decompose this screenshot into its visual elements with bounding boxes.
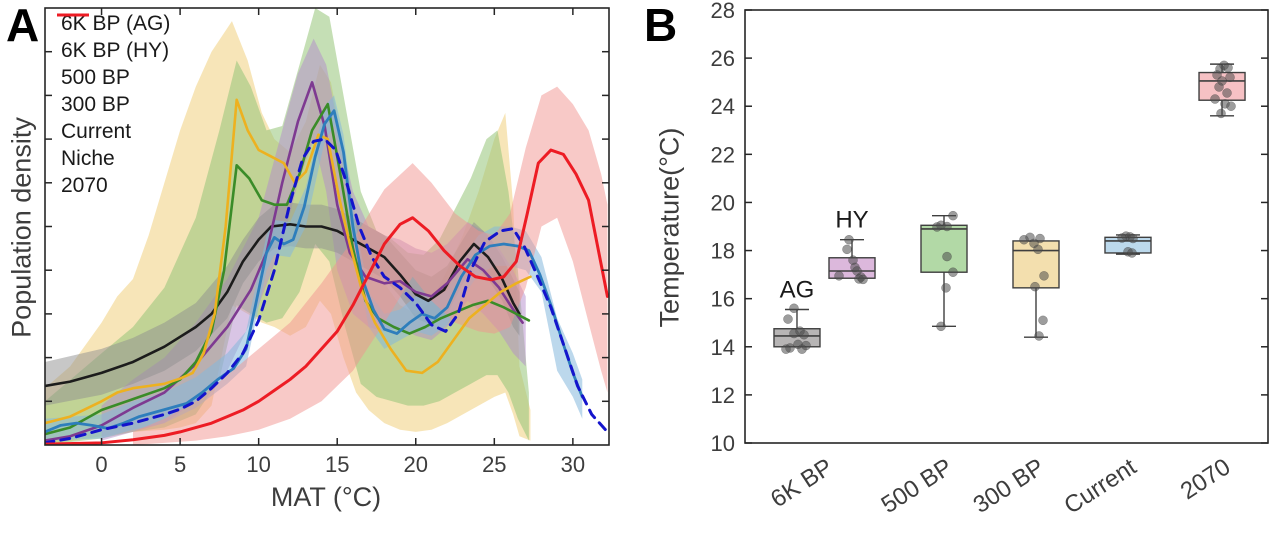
y-tick-label: 28 [711, 0, 735, 23]
data-point [844, 234, 854, 245]
data-point [948, 210, 958, 221]
data-point [783, 314, 793, 324]
legend-item-300-bp: 300 BP [56, 13, 170, 118]
x-axis-label-a: MAT (°C) [270, 482, 382, 512]
box-annotation-ag: AG [780, 276, 815, 303]
legend-label: Niche [61, 146, 115, 170]
y-tick-label: 10 [711, 431, 735, 456]
y-tick-label: 12 [711, 383, 735, 408]
boxplot-6k-bp-ag-: AG [773, 276, 821, 354]
data-point [842, 244, 852, 255]
data-point [1033, 244, 1043, 255]
panel-a-label: A [6, 0, 40, 51]
series-line-6k-bp-hy- [45, 80, 524, 442]
y-tick-label: 26 [711, 46, 735, 71]
x-tick-label: 15 [325, 452, 349, 477]
boxplot-2070 [1198, 60, 1246, 119]
band-2070-ci [132, 86, 608, 445]
data-point [1039, 271, 1049, 281]
x-tick-label: 20 [404, 452, 428, 477]
y-tick-label: 14 [711, 335, 735, 360]
boxplot-6k-bp-hy-: HY [828, 207, 876, 285]
data-point [834, 271, 844, 281]
data-point [1225, 72, 1235, 83]
data-point [858, 274, 868, 285]
plot-area-a [45, 8, 609, 445]
series-line-2070 [45, 148, 609, 445]
data-point [1226, 101, 1236, 111]
y-tick-label: 24 [711, 94, 735, 119]
data-point [1034, 331, 1044, 341]
boxplot-500-bp [920, 210, 968, 332]
data-point [1222, 88, 1232, 98]
data-point [1117, 233, 1127, 243]
panel-b-label: B [644, 0, 678, 51]
legend-label: Current [61, 119, 132, 143]
legend-item-2070: 2070 [56, 13, 170, 199]
series-line-niche [45, 137, 609, 445]
legend-label: 500 BP [61, 65, 130, 89]
y-tick-label: 20 [711, 190, 735, 215]
data-point [789, 328, 799, 339]
y-tick-label: 22 [711, 142, 735, 167]
temperature-boxplot-chart: 10 12 14 16 18 20 22 24 26 28 AG HY 6K BP 500 BP 300 B… [711, 0, 1269, 520]
data-point [1223, 62, 1233, 73]
legend-label: 6K BP (AG) [61, 11, 171, 35]
legend-item-niche: Niche [56, 13, 170, 172]
data-point [1128, 233, 1138, 244]
category-label: 500 BP [877, 453, 958, 519]
data-point [1019, 234, 1029, 245]
legend-label: 300 BP [61, 92, 130, 116]
data-point [1127, 248, 1137, 258]
legend-label: 2070 [61, 173, 108, 197]
box-annotation-hy: HY [835, 207, 868, 234]
data-point [797, 344, 807, 354]
panel-a: 0 5 10 15 20 25 30 A Population density MAT (°… [6, 0, 610, 512]
data-point [941, 283, 951, 293]
x-tick-label: 10 [246, 452, 270, 477]
series-line-6k-bp-ag- [45, 223, 521, 388]
boxplot-300-bp [1012, 232, 1060, 341]
boxplot-current [1104, 231, 1152, 258]
legend-line-swatch [57, 13, 89, 17]
data-point [1216, 108, 1226, 119]
data-point [932, 222, 942, 232]
x-tick-label: 25 [482, 452, 506, 477]
y-axis-label-b: Temperature(°C) [654, 127, 685, 328]
legend: 6K BP (AG) 6K BP (HY) 500 BP 300 BP Current N… [56, 10, 170, 199]
category-label: 300 BP [969, 453, 1050, 519]
data-point [1214, 82, 1224, 92]
y-axis-label-a: Population density [6, 117, 37, 338]
category-label: 2070 [1176, 453, 1235, 505]
category-label: 6K BP [766, 453, 838, 513]
data-point [942, 251, 952, 262]
data-point [781, 344, 791, 354]
data-point [799, 330, 809, 340]
legend-item-6k-bp-hy-: 6K BP (HY) [56, 13, 170, 64]
legend-item-current: Current [56, 13, 170, 145]
legend-item-500-bp: 500 BP [56, 13, 170, 91]
data-point [1038, 315, 1048, 326]
legend-label: 6K BP (HY) [61, 38, 170, 62]
y-tick-label: 16 [711, 287, 735, 312]
axes-box-b [744, 9, 1269, 444]
data-point [948, 267, 958, 277]
data-point [789, 303, 799, 314]
data-point [1210, 94, 1220, 104]
x-tick-label: 30 [561, 452, 585, 477]
box [920, 224, 968, 273]
series-line-current [45, 109, 584, 434]
population-density-line-chart: 0 5 10 15 20 25 30 [44, 7, 610, 477]
y-tick-label: 18 [711, 239, 735, 264]
data-point [1030, 281, 1040, 292]
category-label: Current [1059, 453, 1141, 519]
panel-b: 10 12 14 16 18 20 22 24 26 28 AG HY 6K BP 500 BP 300 B… [640, 0, 1280, 533]
data-point [942, 221, 952, 232]
x-tick-label: 0 [95, 452, 107, 477]
x-tick-label: 5 [174, 452, 186, 477]
data-point [936, 321, 946, 332]
band-6k-bp-ag-ci [45, 202, 520, 406]
